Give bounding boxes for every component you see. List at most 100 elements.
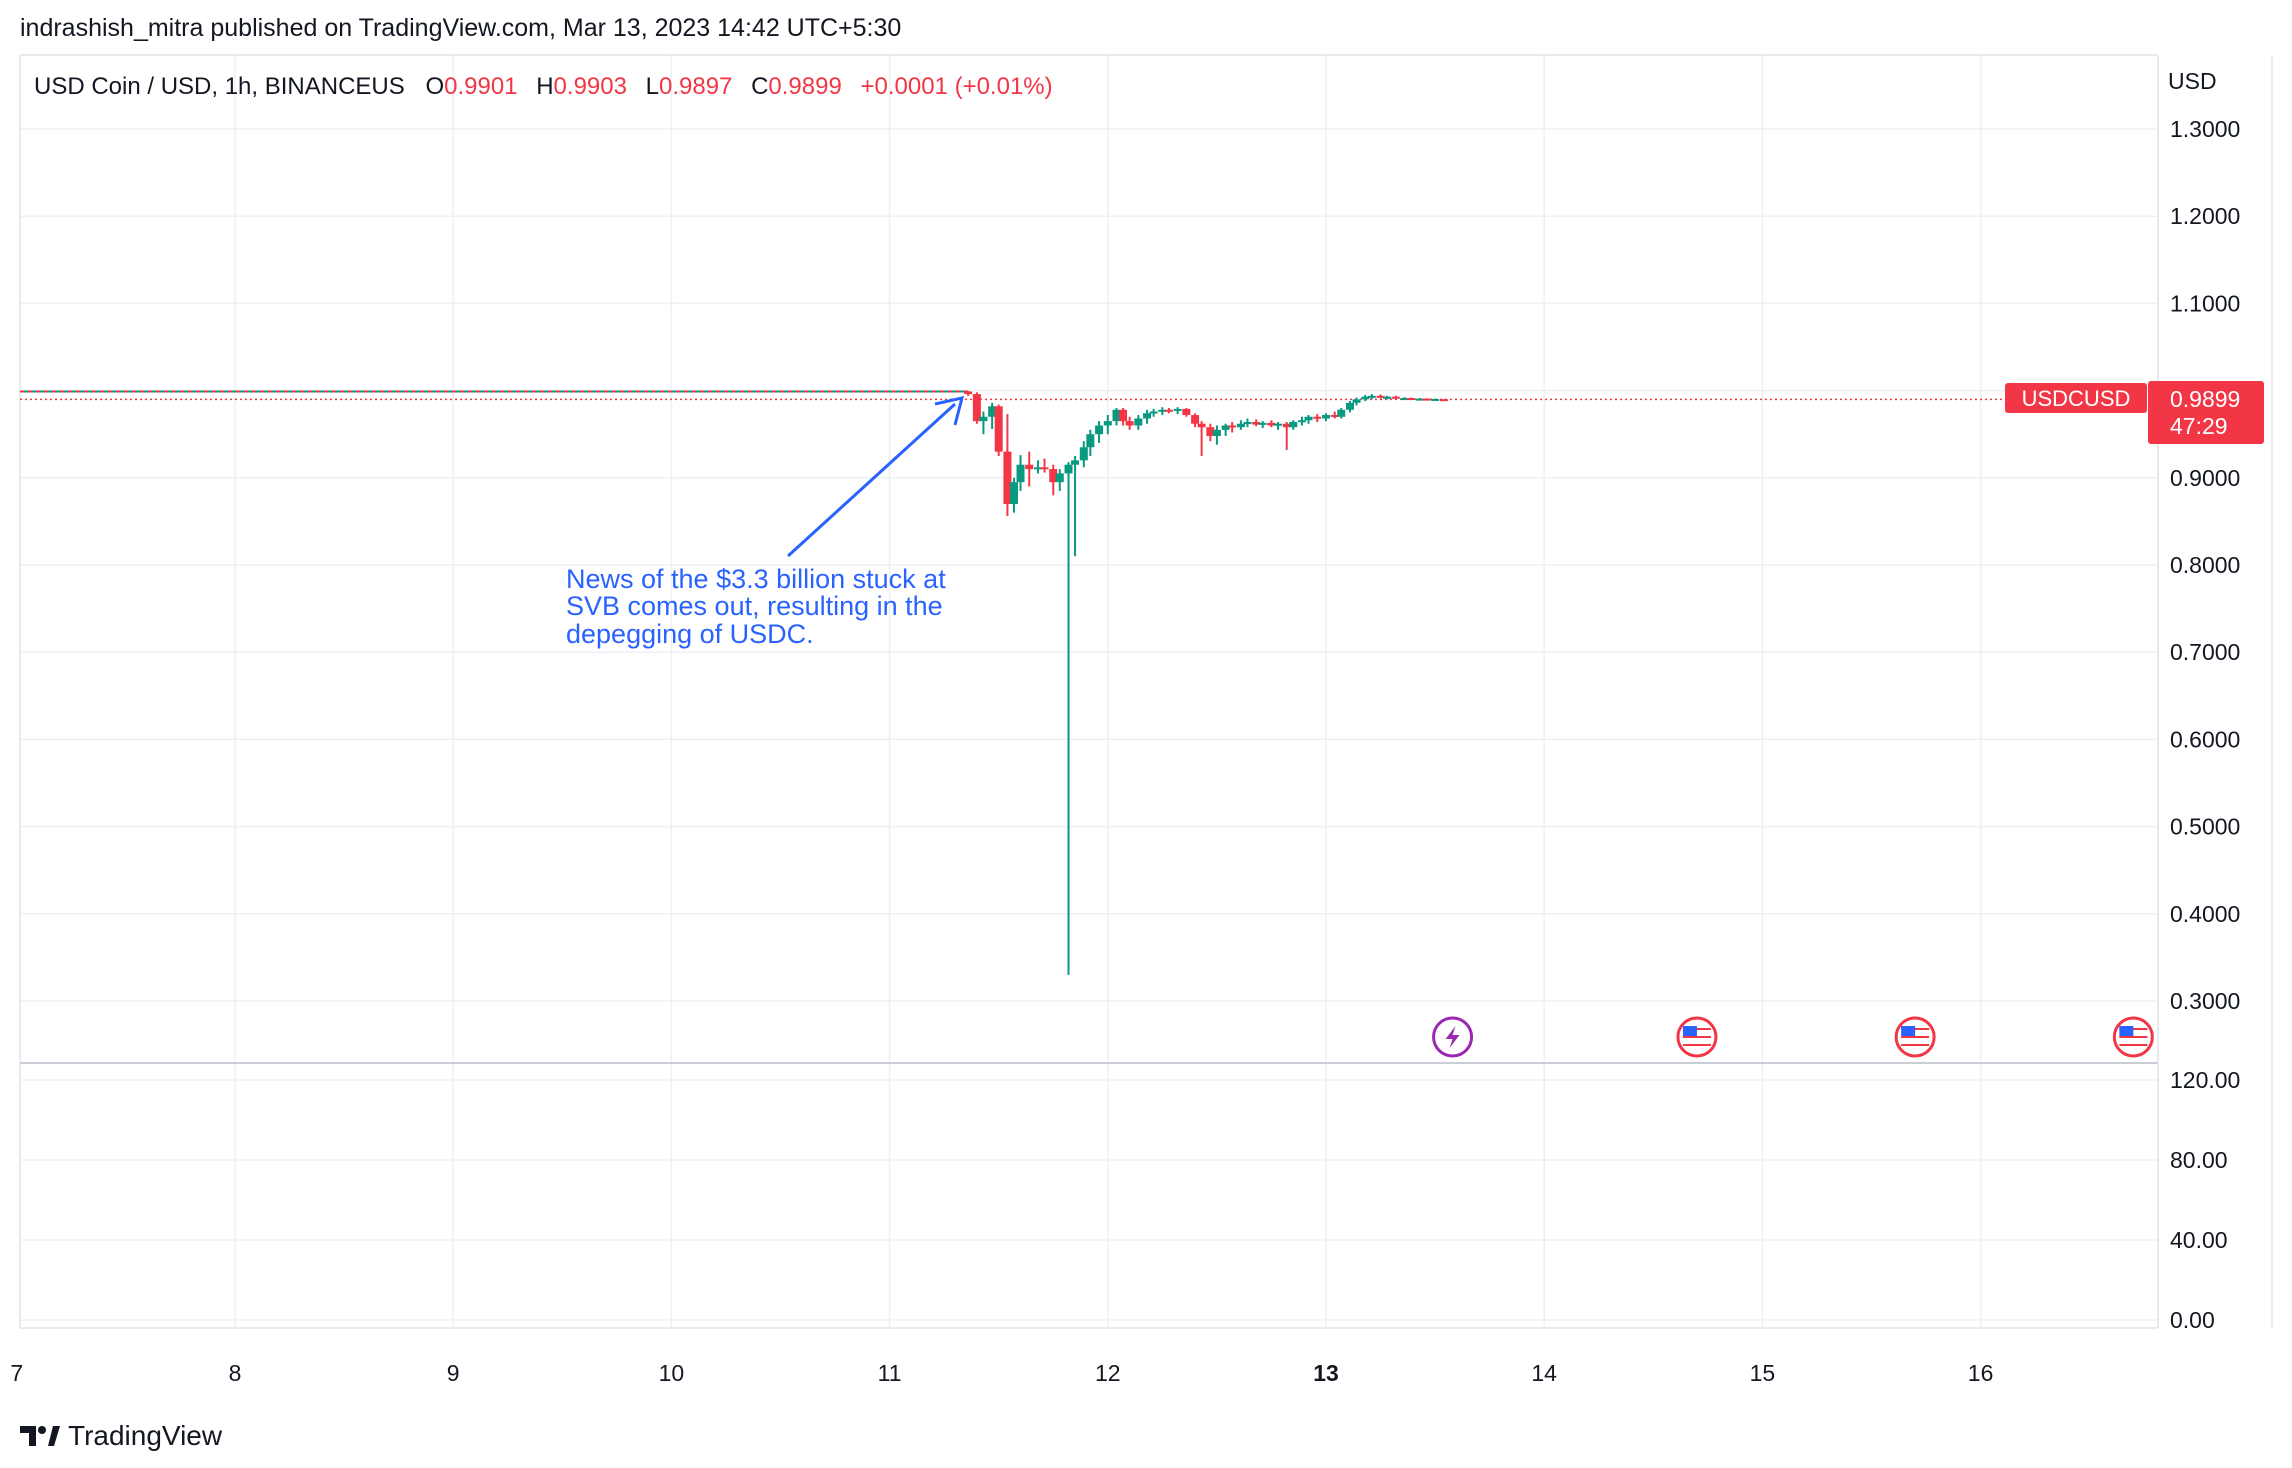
candle [1212, 425, 1221, 445]
candle-body [1282, 423, 1291, 428]
candle-body [1191, 415, 1200, 424]
candle-body [1313, 416, 1322, 419]
candle-body [1337, 409, 1346, 417]
grid [20, 55, 2158, 1328]
candle [1258, 421, 1267, 429]
candle [1064, 462, 1073, 975]
candle [1055, 469, 1064, 491]
candle-body [1352, 399, 1361, 403]
candle [994, 404, 1003, 456]
candle-body [1164, 409, 1173, 412]
legend-symbol[interactable]: USD Coin / USD, 1h, BINANCEUS [34, 73, 405, 100]
candle [1376, 394, 1385, 399]
candle-body [1391, 396, 1400, 399]
candle-body [979, 416, 988, 422]
candle-body [972, 394, 981, 422]
price-tick-label: 0.9000 [2170, 465, 2240, 491]
candle [1383, 395, 1392, 400]
bar-countdown: 47:29 [2170, 413, 2228, 439]
events[interactable] [1432, 1016, 2154, 1058]
lightning-icon[interactable] [1432, 1016, 1474, 1058]
legend-change: +0.0001 (+0.01%) [860, 73, 1052, 100]
candle [1267, 420, 1276, 428]
candle [1304, 415, 1313, 424]
candle-body [1033, 467, 1042, 470]
legend-open-value: 0.9901 [444, 73, 517, 100]
candle [1025, 451, 1034, 487]
price-axis[interactable]: 1.3000 1.2000 1.1000 0.9000 0.8000 0.7000 0.60… [2170, 116, 2240, 1014]
time-tick-label: 8 [229, 1360, 242, 1386]
candle [1297, 416, 1306, 426]
candle [972, 392, 981, 424]
candle-body [1143, 413, 1152, 419]
price-tick-label: 1.3000 [2170, 116, 2240, 142]
annotation-line-3: depegging of USDC. [566, 619, 814, 649]
candle [1322, 413, 1330, 422]
annotation-arrow [786, 402, 957, 558]
candle-body [1267, 422, 1276, 426]
price-tick-label: 0.8000 [2170, 552, 2240, 578]
candle [979, 411, 988, 435]
symbol-tag-text: USDCUSD [2022, 386, 2131, 411]
price-tick-label: 0.4000 [2170, 901, 2240, 927]
candle-body [1206, 427, 1215, 436]
candle-body [1071, 460, 1080, 465]
candle [1367, 394, 1376, 400]
annotation-text[interactable]: News of the $3.3 billion stuck at SVB co… [566, 564, 953, 649]
candle-body [1439, 399, 1448, 402]
candle [988, 402, 997, 429]
candle-body [1258, 422, 1267, 425]
candle-body [1009, 482, 1018, 504]
candle-body [1252, 421, 1261, 425]
us-flag-icon[interactable] [2112, 1016, 2154, 1058]
candle [1173, 407, 1182, 415]
candle-body [1431, 398, 1440, 401]
candle [1289, 420, 1298, 430]
legend-high-value: 0.9903 [554, 73, 627, 100]
time-tick-label: 12 [1095, 1360, 1121, 1386]
symbol-tag[interactable]: USDCUSD [2005, 383, 2147, 413]
legend-close-value: 0.9899 [768, 73, 841, 100]
volume-axis[interactable]: 120.00 80.00 40.00 0.00 [2170, 1067, 2240, 1333]
candle-body [1134, 418, 1143, 426]
candle [1221, 423, 1230, 436]
candle [1003, 414, 1012, 517]
current-price-tag[interactable]: 0.9899 47:29 [2148, 381, 2264, 444]
volume-tick-label: 80.00 [2170, 1147, 2228, 1173]
candle [1361, 394, 1370, 402]
candle [1095, 421, 1104, 443]
candle-body [1095, 425, 1104, 435]
candle-body [988, 406, 997, 417]
tradingview-logo-icon [20, 1426, 60, 1446]
candle [1119, 408, 1128, 426]
candle [964, 391, 973, 396]
legend-low-label: L [646, 73, 659, 100]
time-axis[interactable]: 7 8 9 10 11 12 13 14 15 16 [10, 1360, 1993, 1386]
candle [1134, 415, 1143, 430]
us-flag-icon[interactable] [1676, 1016, 1718, 1058]
candle-body [1119, 409, 1128, 422]
candle-body [1182, 408, 1191, 416]
candle-body [1415, 398, 1424, 401]
tradingview-brand[interactable]: TradingView [20, 1418, 222, 1454]
legend-low-value: 0.9897 [659, 73, 732, 100]
us-flag-icon[interactable] [1894, 1016, 1936, 1058]
candle [1016, 455, 1025, 491]
time-tick-label: 13 [1313, 1360, 1339, 1386]
candle [1079, 441, 1088, 468]
candle [1191, 413, 1200, 428]
candle [1071, 456, 1080, 557]
candle-body [1112, 409, 1121, 422]
candle-body [1243, 421, 1252, 424]
candle-body [1064, 464, 1073, 474]
candle-body [1086, 434, 1095, 448]
candle [1228, 421, 1237, 433]
candle-body [1158, 409, 1167, 412]
legend-open-label: O [425, 73, 444, 100]
candle-body [1400, 398, 1409, 401]
legend-close-label: C [751, 73, 768, 100]
time-tick-label: 16 [1968, 1360, 1994, 1386]
price-tick-label: 1.1000 [2170, 290, 2240, 316]
legend-high-label: H [536, 73, 553, 100]
